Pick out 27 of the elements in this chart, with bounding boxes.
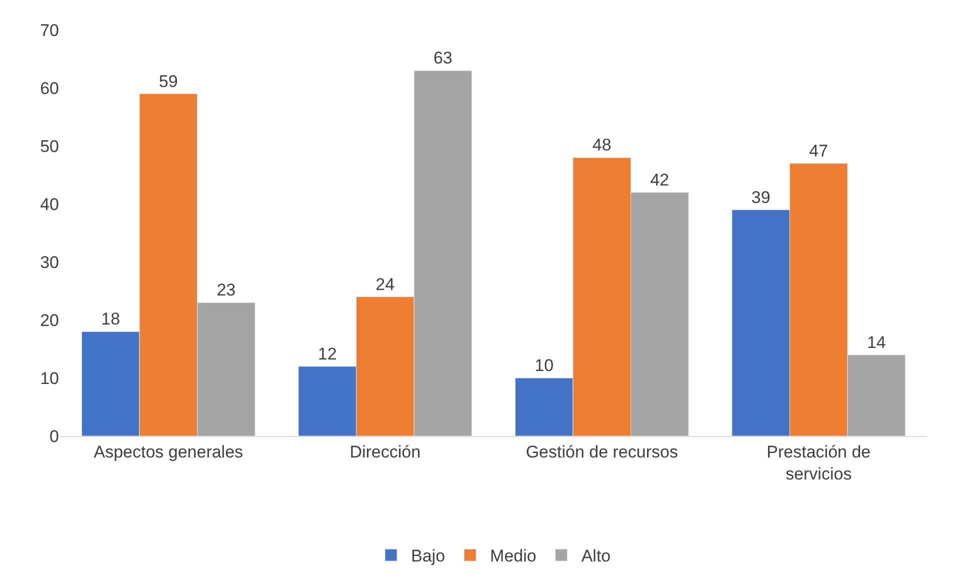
x-tick-label: Dirección	[350, 442, 421, 462]
y-tick-label: 30	[40, 252, 59, 272]
y-tick-label: 50	[40, 136, 59, 156]
x-tick-label: Prestación de servicios	[766, 442, 871, 484]
data-label: 23	[216, 280, 236, 300]
y-tick-label: 20	[40, 310, 59, 330]
y-tick-label: 60	[40, 78, 59, 98]
data-label: 47	[809, 141, 828, 160]
data-label: 39	[751, 188, 770, 207]
data-label: 18	[101, 310, 120, 329]
x-tick-label: Aspectos generales	[94, 442, 244, 462]
x-tick-label: Gestión de recursos	[526, 442, 678, 462]
y-tick-label: 10	[40, 368, 59, 388]
legend-label: Bajo	[411, 546, 446, 566]
y-tick-label: 40	[40, 194, 59, 214]
y-tick-label: 70	[40, 20, 59, 40]
data-label: 10	[534, 356, 554, 375]
legend-label: Alto	[581, 546, 611, 566]
data-label: 24	[376, 274, 395, 294]
data-label: 14	[866, 332, 886, 352]
data-label: 59	[158, 72, 178, 91]
y-tick-label: 0	[50, 426, 59, 446]
data-label: 48	[592, 136, 612, 155]
legend-label: Medio	[490, 546, 536, 566]
data-label: 63	[433, 48, 452, 68]
data-label: 42	[650, 170, 670, 190]
data-label: 12	[318, 344, 337, 364]
